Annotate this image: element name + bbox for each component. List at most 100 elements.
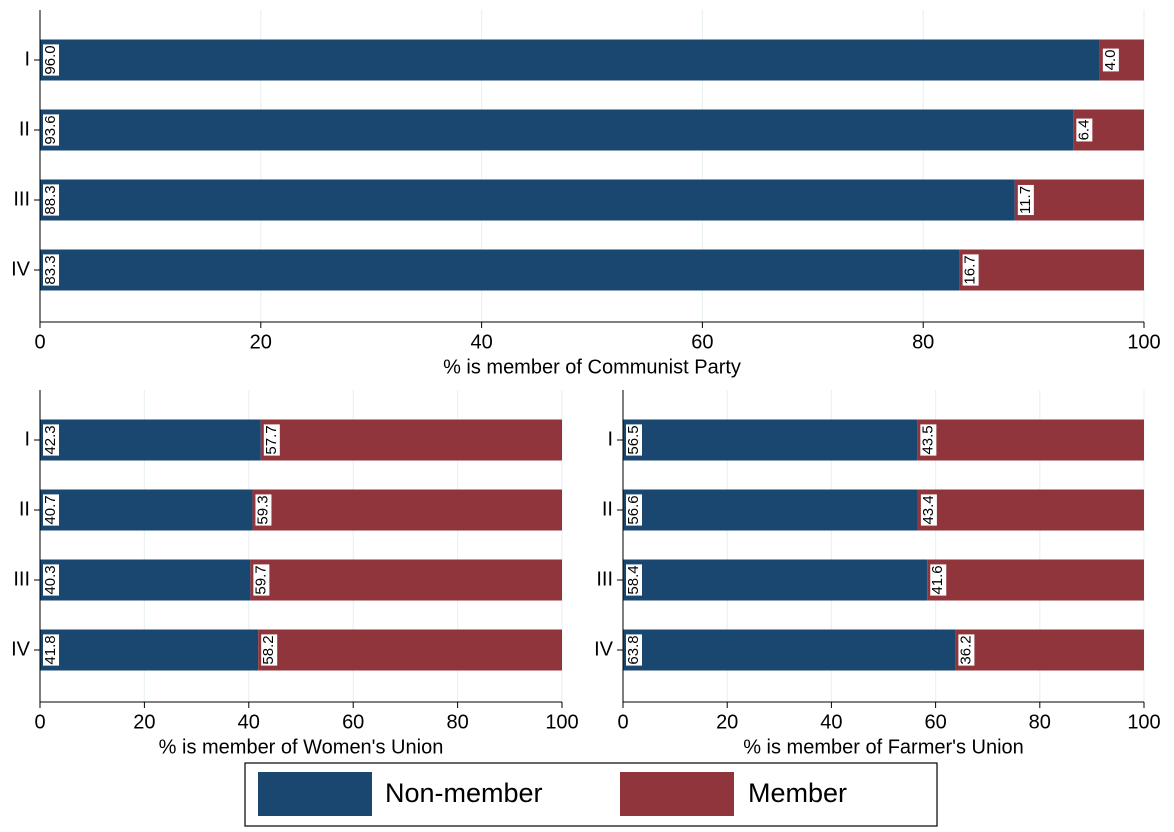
y-tick-label: III <box>13 568 30 590</box>
legend-swatch <box>620 772 734 816</box>
value-label-bg <box>43 44 59 76</box>
x-axis-label: % is member of Women's Union <box>159 736 444 758</box>
bar-segment <box>623 419 918 461</box>
value-label-text: 59.7 <box>252 565 269 594</box>
bar-segment <box>623 489 918 531</box>
bar-segment <box>927 559 1144 601</box>
x-axis-label: % is member of Farmer's Union <box>743 736 1024 758</box>
x-tick-label: 0 <box>34 331 45 353</box>
value-label-bg <box>253 564 270 596</box>
value-label-text: 58.2 <box>260 635 277 664</box>
y-tick-label: III <box>13 188 30 210</box>
bar-segment <box>917 489 1144 531</box>
value-label: 40.3 <box>42 564 59 596</box>
value-label-text: 40.7 <box>42 495 59 524</box>
bar-segment <box>40 489 253 531</box>
value-label-text: 16.7 <box>962 255 979 284</box>
bar-segment <box>955 629 1144 671</box>
bar-segment <box>40 39 1100 81</box>
bar-segment <box>40 249 960 291</box>
value-label-bg <box>43 564 59 596</box>
value-label-bg <box>958 634 975 666</box>
legend-label: Non-member <box>385 778 543 808</box>
y-tick-label: I <box>607 428 613 450</box>
y-tick-label: I <box>24 48 30 70</box>
value-label: 36.2 <box>957 634 975 666</box>
value-label-text: 6.4 <box>1075 120 1092 141</box>
value-label: 6.4 <box>1075 118 1093 142</box>
x-tick-label: 80 <box>1029 711 1051 733</box>
value-label-text: 36.2 <box>957 635 974 664</box>
value-label-bg <box>1017 184 1034 216</box>
value-label: 11.7 <box>1017 184 1034 216</box>
x-tick-label: 80 <box>446 711 468 733</box>
value-label-bg <box>43 254 59 286</box>
bar-segment <box>258 629 562 671</box>
bar-segment <box>40 179 1015 221</box>
value-label-bg <box>43 184 59 216</box>
x-tick-label: 40 <box>470 331 492 353</box>
value-label-text: 63.8 <box>625 635 642 664</box>
value-label-bg <box>920 494 937 526</box>
value-label-bg <box>43 424 59 456</box>
x-tick-label: 100 <box>1127 331 1160 353</box>
value-label-text: 43.4 <box>920 495 937 524</box>
value-label: 57.7 <box>263 424 280 456</box>
x-tick-label: 20 <box>250 331 272 353</box>
y-tick-label: I <box>24 428 30 450</box>
value-label-text: 59.3 <box>254 495 271 524</box>
value-label-text: 83.3 <box>42 255 59 284</box>
value-label: 96.0 <box>42 44 59 76</box>
value-label-text: 4.0 <box>1102 50 1119 71</box>
bar-segment <box>917 419 1144 461</box>
value-label-bg <box>43 114 59 146</box>
bar-segment <box>250 559 562 601</box>
value-label-text: 42.3 <box>42 425 59 454</box>
value-label-text: 41.6 <box>929 565 946 594</box>
value-label: 42.3 <box>42 424 59 456</box>
value-label-bg <box>255 494 272 526</box>
y-tick-label: II <box>19 498 30 520</box>
bar-segment <box>959 249 1144 291</box>
value-label: 59.3 <box>254 494 272 526</box>
bar-segment <box>260 419 562 461</box>
value-label-text: 57.7 <box>263 425 280 454</box>
y-tick-label: IV <box>594 638 614 660</box>
value-label: 16.7 <box>962 254 979 286</box>
x-tick-label: 40 <box>820 711 842 733</box>
y-tick-label: IV <box>11 258 31 280</box>
value-label-bg <box>626 424 642 456</box>
x-tick-label: 0 <box>617 711 628 733</box>
value-label-text: 96.0 <box>42 45 59 74</box>
value-label: 83.3 <box>42 254 59 286</box>
value-label: 58.4 <box>625 564 642 596</box>
value-label: 63.8 <box>625 634 642 666</box>
legend-label: Member <box>748 778 847 808</box>
value-label-bg <box>263 424 280 456</box>
value-label-bg <box>1102 48 1119 72</box>
value-label-text: 40.3 <box>42 565 59 594</box>
value-label-text: 11.7 <box>1017 186 1034 214</box>
bar-segment <box>40 109 1074 151</box>
value-label-text: 56.6 <box>625 495 642 524</box>
x-tick-label: 60 <box>342 711 364 733</box>
value-label-bg <box>1076 118 1093 142</box>
value-label: 56.5 <box>625 424 642 456</box>
value-label-bg <box>930 564 947 596</box>
value-label-text: 93.6 <box>42 115 59 144</box>
value-label: 93.6 <box>42 114 59 146</box>
value-label-bg <box>261 634 278 666</box>
y-tick-label: II <box>19 118 30 140</box>
value-label: 59.7 <box>252 564 270 596</box>
x-tick-label: 0 <box>34 711 45 733</box>
x-tick-label: 40 <box>238 711 260 733</box>
bar-segment <box>623 629 956 671</box>
value-label-bg <box>626 494 642 526</box>
value-label: 43.5 <box>919 424 937 456</box>
value-label-bg <box>626 564 642 596</box>
value-label: 58.2 <box>260 634 278 666</box>
y-tick-label: IV <box>11 638 31 660</box>
x-tick-label: 60 <box>691 331 713 353</box>
value-label-text: 43.5 <box>919 425 936 454</box>
